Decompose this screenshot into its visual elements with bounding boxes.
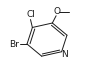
- Text: Cl: Cl: [26, 10, 35, 19]
- Text: O: O: [54, 7, 61, 16]
- Text: Br: Br: [9, 40, 19, 49]
- Text: N: N: [61, 50, 68, 59]
